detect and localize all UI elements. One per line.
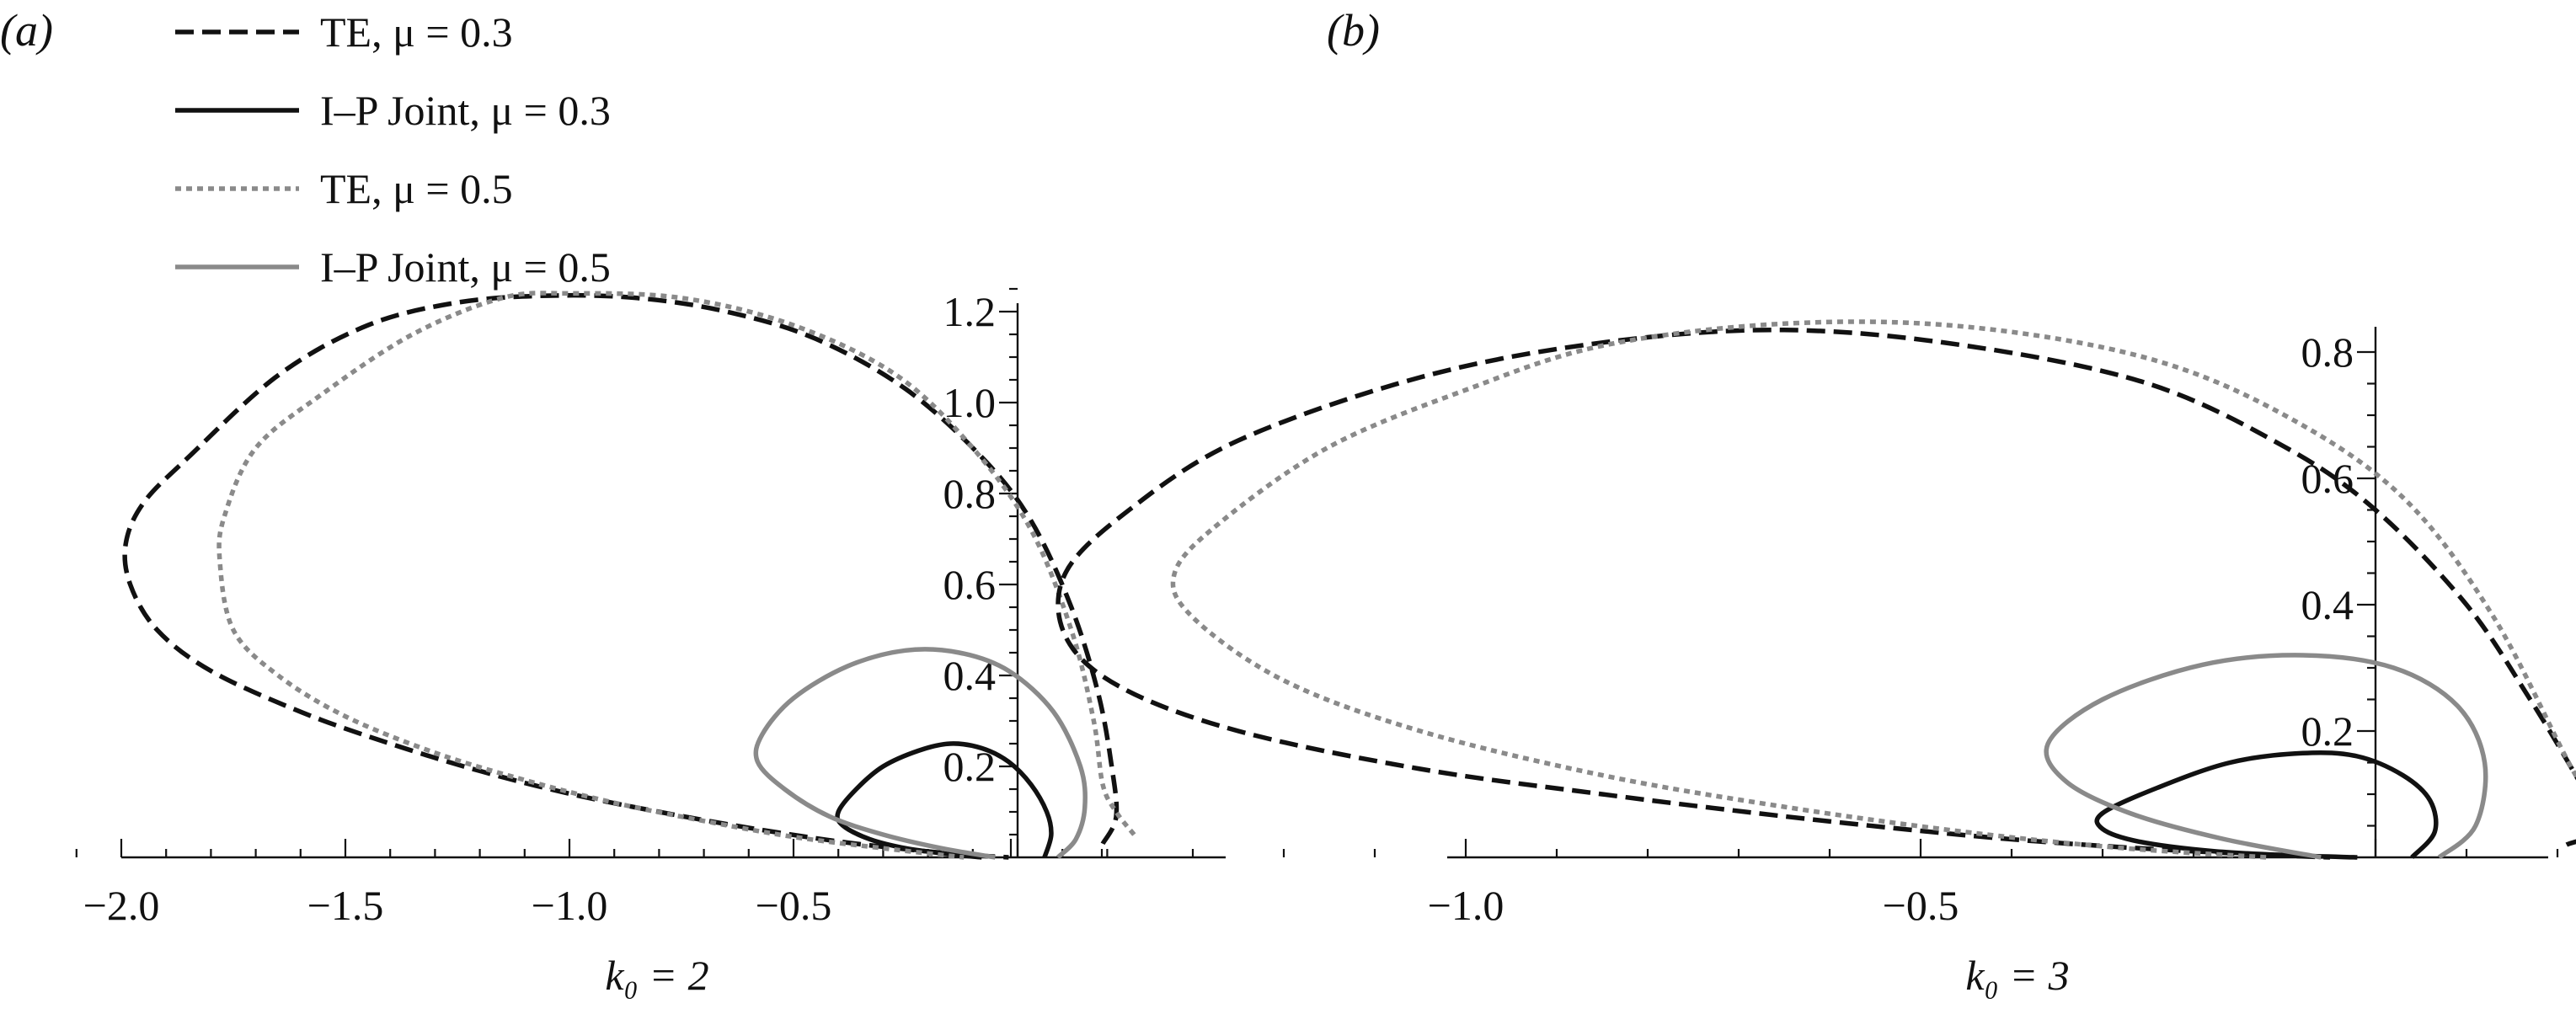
series-line-te-0-3-0 <box>1056 328 2576 860</box>
y-tick-label: 0.4 <box>2301 581 2354 628</box>
series-line-te-0-5-2 <box>1170 319 2576 860</box>
chart-panel-b: (b)−1.0 −0.50.20.40.60.8k₀ = 3 <box>1009 5 2576 999</box>
x-tick-label: −2.0 <box>83 882 160 929</box>
series-line-i-p-joint-0-3-1 <box>2094 750 2439 860</box>
series-line-te-0-3-0 <box>122 292 1120 860</box>
y-tick-label: 0.2 <box>2301 707 2354 755</box>
x-tick-label: −1.5 <box>307 882 384 929</box>
y-tick-label: 1.2 <box>943 288 997 335</box>
y-tick-label: 1.0 <box>943 379 997 426</box>
series-line-te-0-5-2 <box>216 291 1136 860</box>
legend: TE, μ = 0.3 I–P Joint, μ = 0.3 TE, μ = 0.5… <box>175 8 611 291</box>
chart-panel-a: (a)−2.0 −1.5 −1.0 −0.50.20.40.60.81.01.2k₀ … <box>0 5 1226 999</box>
x-tick-label: −0.5 <box>756 882 832 929</box>
series-line-i-p-joint-0-5-3 <box>753 647 1088 860</box>
x-tick-label: −1.0 <box>1428 882 1504 929</box>
x-tick-label: −0.5 <box>1883 882 1959 929</box>
panel-label: (b) <box>1327 5 1380 56</box>
legend-label-2: I–P Joint, μ = 0.3 <box>320 87 611 134</box>
y-tick-label: 0.6 <box>943 561 997 608</box>
legend-label-3: TE, μ = 0.5 <box>320 165 513 212</box>
x-tick-label: −1.0 <box>532 882 608 929</box>
x-axis-label: k₀ = 3 <box>1965 952 2069 999</box>
y-tick-label: 0.8 <box>943 470 997 517</box>
panel-label: (a) <box>0 5 53 56</box>
series-line-i-p-joint-0-5-3 <box>2044 653 2488 860</box>
y-tick-label: 0.8 <box>2301 328 2354 376</box>
legend-label-1: TE, μ = 0.3 <box>320 8 513 56</box>
series-line-i-p-joint-0-3-1 <box>835 741 1054 860</box>
legend-label-4: I–P Joint, μ = 0.5 <box>320 243 611 291</box>
x-axis-label: k₀ = 2 <box>605 952 708 999</box>
